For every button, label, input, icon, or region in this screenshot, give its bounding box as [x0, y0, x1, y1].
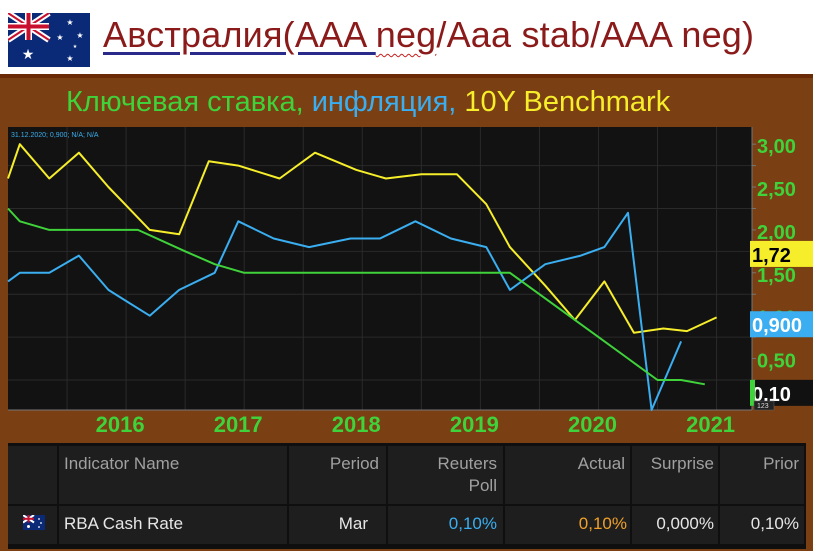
header-cell-poll	[388, 446, 503, 504]
svg-text:★: ★	[66, 18, 73, 27]
x-tick-label: 2017	[214, 412, 263, 437]
value-label-text: 0,10	[752, 384, 791, 406]
value-label-text: 0,900	[752, 315, 802, 337]
svg-text:★: ★	[73, 44, 78, 50]
page-title: Австралия(AAA neg/Aaa stab/AAA neg)	[103, 14, 754, 56]
benchmark-10y-line	[7, 143, 718, 334]
chart-plot-area	[8, 127, 752, 410]
x-tick-label: 2016	[96, 412, 145, 437]
australia-flag-icon	[22, 514, 45, 535]
key-rate-line	[7, 207, 705, 386]
x-tick-label: 2021	[686, 412, 735, 437]
y-tick-label: 2,00	[757, 222, 796, 244]
row-poll: 0,10%	[448, 514, 497, 533]
title-part2: neg	[375, 14, 437, 55]
row-cell-poll	[388, 506, 503, 544]
row-cell-period	[289, 506, 386, 544]
title-part1: Австралия(AAA	[103, 14, 376, 55]
inflation-line	[7, 211, 683, 411]
y-tick-label: 3,00	[757, 136, 796, 158]
row-period: Mar	[338, 514, 368, 533]
header-reuters-line2: Poll	[468, 476, 497, 495]
corner-label: 123	[757, 403, 769, 410]
chart-subtitle: Ключевая ставка, инфляция, 10Y Benchmark	[66, 86, 670, 119]
value-label-marker	[750, 379, 755, 406]
indicator-table: Indicator Name Period Reuters Poll Actua…	[8, 443, 806, 549]
title-part3: /Aaa stab/AAA neg)	[436, 14, 755, 55]
x-tick-label: 2018	[332, 412, 381, 437]
header-reuters-line1: Reuters	[437, 454, 497, 473]
row-cell-prior	[720, 506, 804, 544]
row-actual: 0,10%	[578, 514, 627, 533]
subtitle-band	[0, 74, 813, 126]
value-label-box	[750, 311, 813, 338]
row-cell-surprise	[632, 506, 718, 544]
header-cell-actual	[505, 446, 630, 504]
svg-text:★: ★	[66, 54, 73, 63]
header-flag-cell	[8, 446, 57, 504]
svg-text:★: ★	[76, 31, 83, 40]
row-surprise: 0,000%	[656, 514, 714, 533]
header-cell-period	[289, 446, 386, 504]
row-prior: 0,10%	[750, 514, 799, 533]
row-indicator[interactable]: RBA Cash Rate	[64, 514, 184, 533]
svg-text:★: ★	[22, 47, 35, 63]
subtitle-key-rate: Ключевая ставка,	[66, 86, 312, 118]
header-prior: Prior	[763, 454, 799, 473]
title-bar: ★ ★ ★ ★ ★ ★ Австралия(AAA neg/Aaa stab/A…	[0, 0, 813, 74]
header-period: Period	[329, 454, 379, 473]
corner-label-box	[753, 400, 775, 411]
x-tick-label: 2019	[450, 412, 499, 437]
subtitle-benchmark: 10Y Benchmark	[464, 86, 671, 118]
y-tick-label: 1,50	[757, 265, 796, 287]
line-chart: 3,002,502,001,501,000,500,101,720,9000,1…	[7, 127, 813, 437]
row-cell-actual	[505, 506, 630, 544]
header-actual: Actual	[577, 454, 625, 473]
y-tick-label: 0,50	[757, 351, 796, 373]
value-label-text: 1,72	[752, 245, 791, 267]
subtitle-inflation: инфляция,	[311, 86, 465, 118]
header-cell-indicator	[59, 446, 287, 504]
header-cell-surprise	[632, 446, 718, 504]
header-indicator-name: Indicator Name	[64, 454, 180, 473]
x-tick-label: 2020	[568, 412, 617, 437]
header-cell-prior	[720, 446, 804, 504]
y-tick-label: 2,50	[757, 179, 796, 201]
header-surprise: Surprise	[650, 454, 714, 473]
svg-text:★: ★	[56, 33, 63, 42]
australia-flag-icon: ★ ★ ★ ★ ★ ★	[6, 10, 90, 67]
row-cell-indicator	[59, 506, 287, 544]
legend-info: 31.12.2020; 0,900; N/A; N/A	[11, 132, 99, 139]
value-label-box	[750, 240, 813, 267]
